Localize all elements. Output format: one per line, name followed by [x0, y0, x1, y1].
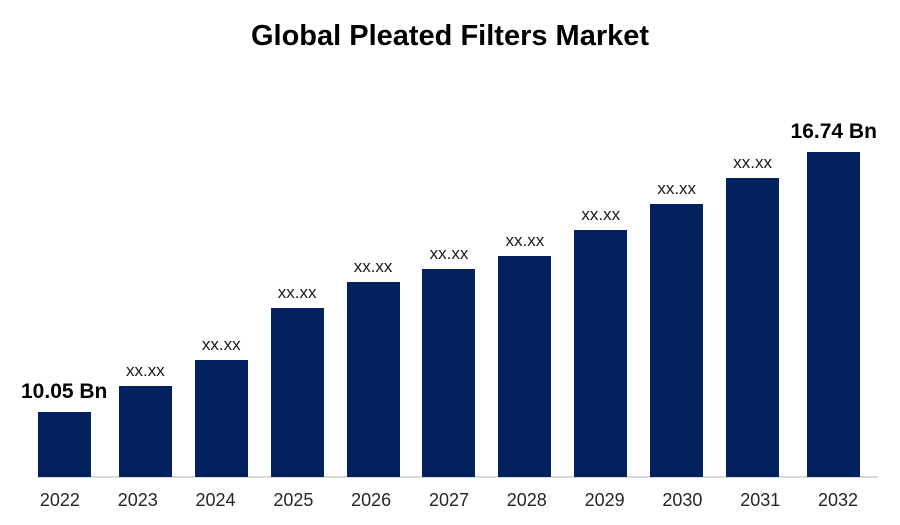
year-label-2031: 2031 — [740, 490, 781, 510]
year-label-2024: 2024 — [195, 490, 236, 510]
value-label-2029: xx.xx — [581, 205, 621, 224]
bar-2023 — [118, 386, 172, 477]
x-axis-tick-labels: 2022 2023 2024 2025 2026 2027 2028 2029 2030 2031… — [21, 488, 877, 512]
bar-2027 — [422, 269, 476, 477]
year-label-2028: 2028 — [506, 490, 547, 510]
value-label-2028: xx.xx — [505, 231, 545, 250]
bar-column-2023: xx.xx — [107, 362, 183, 477]
bar-2024 — [194, 360, 248, 477]
bar-2031 — [726, 178, 780, 477]
bar-2029 — [574, 230, 628, 477]
bar-2028 — [498, 256, 552, 477]
bar-column-2031: xx.xx — [715, 154, 791, 477]
value-label-2030: xx.xx — [657, 179, 697, 198]
bar-column-2027: xx.xx — [411, 245, 487, 477]
value-label-2027: xx.xx — [429, 244, 469, 263]
bar-2025 — [270, 308, 324, 477]
bar-column-2026: xx.xx — [335, 258, 411, 477]
year-label-2023: 2023 — [117, 490, 158, 510]
bar-2022 — [37, 412, 91, 477]
value-label-2032: 16.74 Bn — [790, 120, 877, 143]
bar-column-2032: 16.74 Bn — [791, 121, 877, 477]
bar-column-2029: xx.xx — [563, 206, 639, 477]
bar-column-2025: xx.xx — [259, 284, 335, 477]
year-label-2022: 2022 — [39, 490, 80, 510]
year-label-2027: 2027 — [428, 490, 469, 510]
bar-2026 — [346, 282, 400, 477]
year-label-2026: 2026 — [351, 490, 392, 510]
value-label-2024: xx.xx — [201, 335, 241, 354]
chart-title: Global Pleated Filters Market — [250, 20, 650, 52]
x-axis-baseline — [38, 476, 878, 478]
value-label-2022: 10.05 Bn — [21, 380, 108, 403]
bars-row: 10.05 Bn xx.xx xx.xx xx.xx xx.xx xx.xx xx.xx xx… — [21, 121, 877, 477]
bar-column-2024: xx.xx — [183, 336, 259, 477]
bar-column-2022: 10.05 Bn — [21, 381, 107, 477]
value-label-2031: xx.xx — [733, 153, 772, 172]
bar-column-2030: xx.xx — [639, 180, 715, 477]
year-label-2032: 2032 — [818, 490, 859, 510]
year-label-2029: 2029 — [584, 490, 625, 510]
year-label-2025: 2025 — [273, 490, 314, 510]
bar-column-2028: xx.xx — [487, 232, 563, 477]
bar-2030 — [650, 204, 704, 477]
year-label-2030: 2030 — [662, 490, 703, 510]
value-label-2026: xx.xx — [353, 257, 393, 276]
bar-2032 — [807, 152, 861, 477]
value-label-2025: xx.xx — [277, 283, 317, 302]
value-label-2023: xx.xx — [125, 361, 165, 380]
